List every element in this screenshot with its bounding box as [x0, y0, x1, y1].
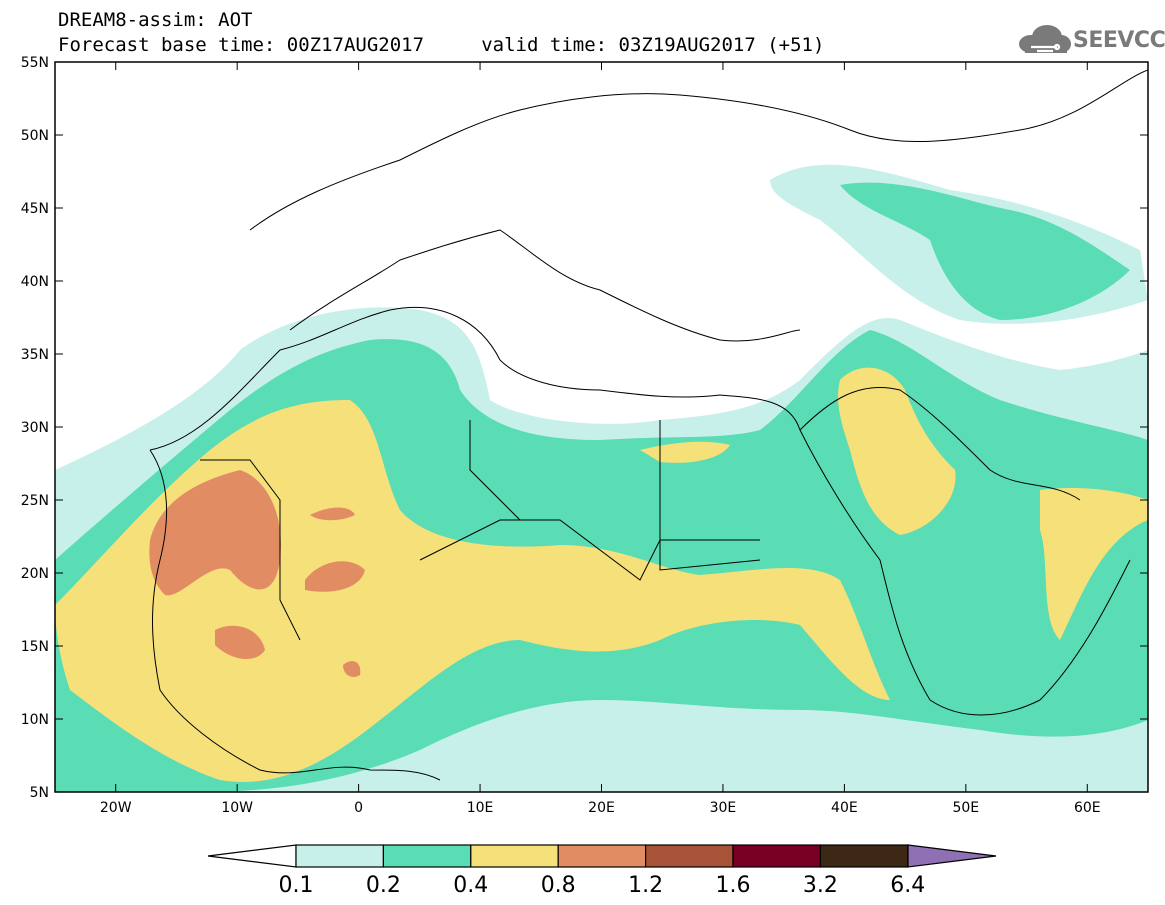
colorbar-label: 1.6	[716, 873, 751, 898]
colorbar-label: 6.4	[890, 873, 925, 898]
x-tick-label: 40E	[831, 800, 858, 816]
coastline-africa	[149, 306, 1131, 716]
colorbar-label: 0.4	[453, 873, 488, 898]
coastline-europe	[249, 69, 1148, 231]
chart-title: DREAM8-assim: AOT	[58, 9, 253, 31]
y-tick-label: 40N	[21, 274, 49, 290]
cloud-icon	[1019, 25, 1071, 53]
coastline-west-africa	[149, 449, 441, 781]
coastline-mediterranean-north	[289, 229, 801, 342]
border-line	[200, 420, 761, 641]
colorbar-over-triangle	[907, 844, 997, 868]
aot-contour-0.8	[149, 470, 281, 596]
aot-contour-0.4	[640, 441, 730, 463]
x-tick-label: 30E	[710, 800, 737, 816]
colorbar-swatch	[382, 844, 472, 868]
colorbar-swatch	[557, 844, 647, 868]
aot-contour-0.8	[215, 625, 265, 660]
colorbar-swatch	[295, 844, 385, 868]
colorbar-label: 0.2	[366, 873, 401, 898]
aot-contour-0.2	[840, 182, 1130, 320]
y-tick-label: 10N	[21, 712, 49, 728]
logo-text: SEEVCCC	[1073, 28, 1165, 53]
y-tick-label: 45N	[21, 201, 49, 217]
colorbar: 0.1 0.2 0.4 0.8 1.2 1.6 3.2 6.4	[207, 844, 997, 898]
aot-contour-0.4	[1040, 488, 1148, 640]
y-tick-label: 35N	[21, 347, 49, 363]
y-tick-label: 15N	[21, 639, 49, 655]
x-tick-label: 10W	[221, 800, 253, 816]
x-tick-label: 50E	[952, 800, 979, 816]
y-tick-label: 50N	[21, 128, 49, 144]
colorbar-swatch	[732, 844, 822, 868]
y-tick-label: 20N	[21, 566, 49, 582]
x-tick-label: 60E	[1074, 800, 1101, 816]
colorbar-label: 3.2	[803, 873, 838, 898]
colorbar-swatch	[819, 844, 909, 868]
colorbar-label: 1.2	[628, 873, 663, 898]
aot-contour-0.8	[343, 661, 361, 677]
y-tick-label: 55N	[21, 55, 49, 71]
colorbar-swatch	[470, 844, 559, 868]
x-tick-label: 10E	[467, 800, 494, 816]
chart-subtitle: Forecast base time: 00Z17AUG2017 valid t…	[58, 34, 825, 56]
colorbar-swatch	[644, 844, 734, 868]
y-tick-label: 5N	[30, 785, 49, 801]
x-tick-label: 20W	[100, 800, 132, 816]
x-tick-label: 0	[354, 800, 363, 816]
coastline-arabia	[799, 386, 1081, 501]
y-tick-label: 30N	[21, 420, 49, 436]
colorbar-under-triangle	[207, 844, 297, 868]
aot-contour-0.8	[310, 507, 355, 521]
aot-contour-0.4	[838, 367, 956, 535]
aot-contour-0.8	[305, 561, 365, 592]
colorbar-label: 0.1	[279, 873, 314, 898]
colorbar-label: 0.8	[541, 873, 576, 898]
x-tick-label: 20E	[588, 800, 615, 816]
y-tick-label: 25N	[21, 493, 49, 509]
